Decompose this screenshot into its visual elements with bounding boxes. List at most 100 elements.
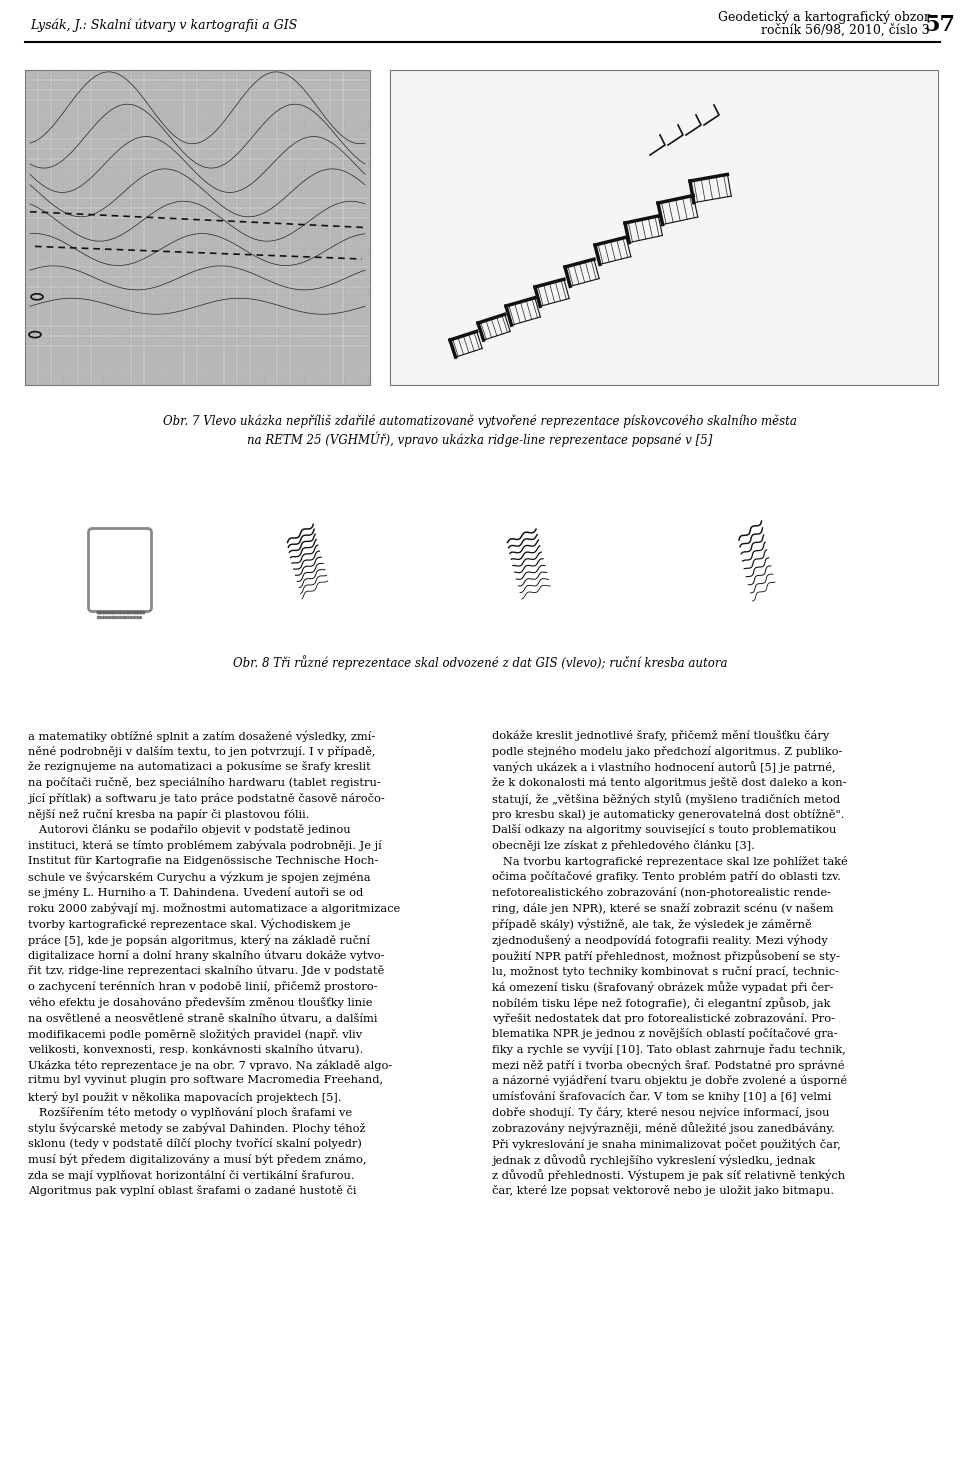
Bar	[26, 347, 37, 356]
Bar	[211, 130, 223, 139]
Bar	[145, 376, 156, 385]
Bar	[65, 376, 77, 385]
Bar	[132, 268, 143, 277]
Bar	[38, 326, 51, 335]
Bar	[38, 268, 51, 277]
Bar	[92, 218, 104, 227]
Bar	[79, 278, 90, 287]
Bar	[357, 209, 369, 217]
Bar	[172, 110, 183, 119]
Bar	[318, 357, 329, 364]
Bar	[211, 189, 223, 198]
Bar	[79, 72, 90, 79]
Bar	[252, 376, 263, 385]
Text: očima počítačové grafiky. Tento problém patří do oblasti tzv.: očima počítačové grafiky. Tento problém …	[492, 872, 841, 882]
Bar	[344, 257, 355, 266]
Bar	[291, 326, 302, 335]
Bar	[225, 238, 236, 247]
Bar	[158, 101, 170, 108]
Bar	[252, 278, 263, 287]
Text: se jmény L. Hurniho a T. Dahindena. Uvedení autoři se od: se jmény L. Hurniho a T. Dahindena. Uved…	[28, 887, 363, 898]
Bar	[225, 91, 236, 99]
Bar	[198, 72, 209, 79]
Bar	[264, 180, 276, 187]
Bar	[26, 218, 37, 227]
Bar	[105, 91, 117, 99]
Bar	[291, 238, 302, 247]
Bar	[79, 170, 90, 178]
Bar	[145, 257, 156, 266]
Bar	[225, 336, 236, 345]
Bar	[318, 218, 329, 227]
Bar	[344, 170, 355, 178]
Bar	[145, 336, 156, 345]
Bar	[145, 366, 156, 375]
Bar	[26, 357, 37, 364]
Bar	[132, 80, 143, 89]
Bar	[65, 238, 77, 247]
Text: pro kresbu skal) je automaticky generovatelná dost obtížně".: pro kresbu skal) je automaticky generova…	[492, 809, 845, 819]
Bar	[264, 120, 276, 129]
Text: Algoritmus pak vyplní oblast šrafami o zadané hustotě či: Algoritmus pak vyplní oblast šrafami o z…	[28, 1185, 356, 1197]
Bar	[291, 278, 302, 287]
Bar	[105, 268, 117, 277]
Bar	[291, 199, 302, 208]
Bar	[344, 159, 355, 168]
Bar	[252, 91, 263, 99]
Bar	[184, 130, 197, 139]
Text: nobílém tisku lépe než fotografie), či elegantní způsob, jak: nobílém tisku lépe než fotografie), či e…	[492, 996, 830, 1008]
Bar	[318, 278, 329, 287]
Text: o zachycení terénních hran v podobě linií, přičemž prostoro-: o zachycení terénních hran v podobě lini…	[28, 982, 377, 992]
Bar	[330, 72, 343, 79]
Bar	[145, 218, 156, 227]
Bar	[252, 366, 263, 375]
Bar	[52, 228, 63, 237]
Text: digitalizace horní a dolní hrany skalního útvaru dokáže vytvo-: digitalizace horní a dolní hrany skalníh…	[28, 949, 385, 961]
Bar	[184, 180, 197, 187]
Bar	[304, 209, 316, 217]
Bar	[172, 357, 183, 364]
Bar	[238, 249, 250, 256]
Bar	[118, 326, 130, 335]
Bar	[118, 238, 130, 247]
Bar	[132, 336, 143, 345]
Bar	[52, 326, 63, 335]
Bar	[330, 326, 343, 335]
Bar	[145, 170, 156, 178]
Bar	[238, 218, 250, 227]
Bar	[172, 228, 183, 237]
Bar	[318, 288, 329, 296]
Bar	[65, 209, 77, 217]
Bar	[238, 257, 250, 266]
Bar	[304, 80, 316, 89]
Text: že k dokonalosti má tento algoritmus ještě dost daleko a kon-: že k dokonalosti má tento algoritmus ješ…	[492, 777, 847, 789]
Bar	[291, 218, 302, 227]
Bar	[357, 180, 369, 187]
Bar	[304, 366, 316, 375]
Bar	[79, 159, 90, 168]
Bar	[145, 91, 156, 99]
Bar	[252, 189, 263, 198]
Bar	[330, 307, 343, 316]
Bar	[238, 189, 250, 198]
Bar	[357, 376, 369, 385]
Bar	[172, 91, 183, 99]
Bar	[105, 376, 117, 385]
Bar	[52, 268, 63, 277]
Bar	[264, 170, 276, 178]
Bar	[238, 130, 250, 139]
Bar	[198, 357, 209, 364]
Bar	[304, 91, 316, 99]
Bar	[357, 159, 369, 168]
Bar	[65, 110, 77, 119]
Bar	[79, 326, 90, 335]
Bar	[132, 257, 143, 266]
Bar	[277, 199, 289, 208]
Text: fiky a rychle se vyvíjí [10]. Tato oblast zahrnuje řadu technik,: fiky a rychle se vyvíjí [10]. Tato oblas…	[492, 1045, 846, 1055]
Bar	[357, 249, 369, 256]
Bar	[198, 218, 209, 227]
Bar	[172, 130, 183, 139]
Bar	[105, 326, 117, 335]
Bar	[357, 366, 369, 375]
Bar	[158, 347, 170, 356]
